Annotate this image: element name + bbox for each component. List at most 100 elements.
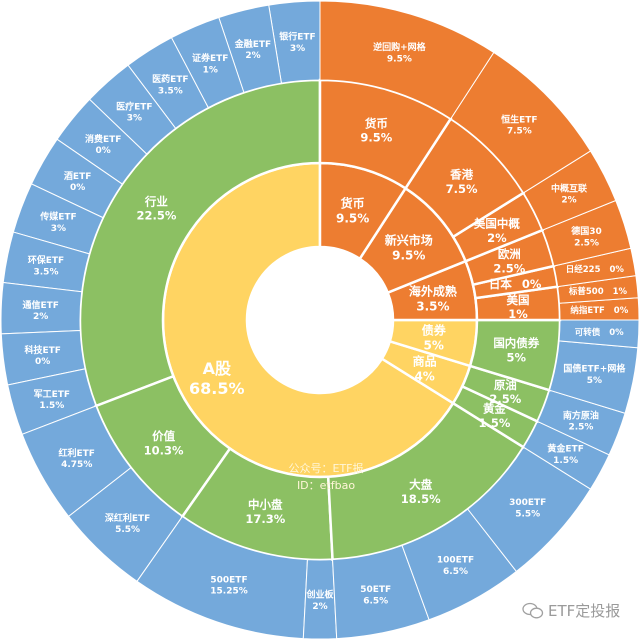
segment-level3 bbox=[0, 281, 83, 335]
segment-label: 标普500 1% bbox=[568, 286, 628, 297]
segment-value: 1.5% bbox=[39, 401, 64, 411]
segment-value: 3% bbox=[127, 114, 142, 124]
segment-label: 医药ETF 3.5% bbox=[152, 73, 188, 96]
segment-label: 科技ETF 0% bbox=[24, 344, 60, 367]
segment-label: 金融ETF 2% bbox=[234, 38, 271, 61]
segment-level3 bbox=[67, 467, 184, 583]
segment-level3 bbox=[557, 275, 639, 304]
segment-value: 22.5% bbox=[136, 209, 176, 223]
segment-value: 7.5% bbox=[507, 127, 532, 137]
segment-name: 原油 bbox=[494, 378, 517, 392]
segment-name: 恒生ETF bbox=[501, 113, 537, 125]
segment-label: 国内债券 5% bbox=[493, 336, 539, 364]
watermark: ETF定投报 bbox=[522, 600, 620, 621]
segment-level3 bbox=[548, 340, 639, 414]
segment-name: 500ETF bbox=[210, 575, 247, 585]
segment-name: 货币 bbox=[341, 195, 365, 210]
segment-name: 消费ETF bbox=[85, 133, 121, 145]
segment-label: 美国中概 2% bbox=[474, 217, 520, 245]
segment-name: 环保ETF bbox=[28, 254, 64, 266]
segment-label: 大盘 18.5% bbox=[401, 478, 441, 506]
segment-name: 香港 bbox=[449, 168, 473, 182]
segment-value: 9.5% bbox=[392, 248, 425, 262]
segment-value: 2.5% bbox=[489, 392, 521, 406]
segment-label: 恒生ETF 7.5% bbox=[501, 113, 537, 136]
segment-value: 0% bbox=[518, 277, 542, 291]
segment-name: 可转债 bbox=[575, 327, 601, 338]
segment-label: 500ETF 15.25% bbox=[210, 575, 248, 596]
segment-label: 香港 7.5% bbox=[446, 168, 478, 196]
segment-value: 7.5% bbox=[446, 182, 478, 196]
segment-name: 新兴市场 bbox=[385, 232, 433, 247]
segment-value: 2% bbox=[245, 51, 260, 61]
segment-name: 纳指ETF bbox=[570, 305, 605, 316]
segment-label: 医疗ETF 3% bbox=[116, 100, 152, 123]
segment-name: 通信ETF bbox=[22, 299, 58, 311]
segment-name: 100ETF bbox=[437, 556, 474, 566]
segment-label: 环保ETF 3.5% bbox=[28, 254, 64, 277]
segment-name: 日本 bbox=[489, 277, 512, 291]
segment-name: 商品 bbox=[413, 353, 437, 368]
segment-name: 美国 bbox=[507, 293, 530, 307]
segment-label: 海外成熟 3.5% bbox=[409, 284, 457, 314]
segment-label: 300ETF 5.5% bbox=[509, 498, 546, 519]
segment-label: 债券 5% bbox=[422, 323, 447, 353]
segment-value: 17.3% bbox=[245, 512, 285, 526]
segment-level3 bbox=[541, 199, 632, 267]
segment-name: 300ETF bbox=[509, 498, 546, 508]
segment-value: 5% bbox=[587, 376, 602, 386]
segment-value: 1% bbox=[508, 307, 528, 321]
segment-name: 红利ETF bbox=[59, 447, 95, 459]
segment-value: 5.5% bbox=[115, 525, 140, 535]
segment-value: 9.5% bbox=[336, 211, 369, 225]
segment-value: 68.5% bbox=[189, 379, 245, 398]
segment-value: 2.5% bbox=[574, 238, 599, 248]
segment-value: 3.5% bbox=[158, 86, 183, 96]
segment-value: 2% bbox=[33, 312, 48, 322]
segment-value: 2.5% bbox=[568, 423, 593, 433]
segment-name: 传媒ETF bbox=[39, 211, 76, 223]
segment-level3 bbox=[127, 37, 209, 130]
segment-value: 3% bbox=[290, 44, 305, 54]
segment-value: 15.25% bbox=[210, 587, 248, 597]
segment-name: 金融ETF bbox=[234, 38, 271, 50]
watermark-text: ETF定投报 bbox=[548, 602, 621, 620]
segment-label: 50ETF 6.5% bbox=[360, 585, 391, 606]
segment-level3 bbox=[302, 559, 338, 640]
segment-label: 国债ETF+网格 5% bbox=[563, 363, 626, 386]
segment-name: 货币 bbox=[364, 116, 388, 130]
segment-name: 深红利ETF bbox=[105, 512, 150, 524]
segment-name: 中概互联 bbox=[551, 182, 588, 194]
segment-value: 3.5% bbox=[416, 300, 449, 314]
wechat-icon bbox=[522, 602, 544, 618]
segment-label: 原油 2.5% bbox=[489, 378, 521, 406]
segment-value: 3% bbox=[51, 224, 66, 234]
segment-value: 3.5% bbox=[34, 267, 59, 277]
segment-label: 新兴市场 9.5% bbox=[385, 232, 433, 262]
segment-label: 货币 9.5% bbox=[360, 116, 392, 144]
segment-value: 0% bbox=[611, 306, 629, 316]
segment-value: 9.5% bbox=[360, 131, 392, 145]
segment-level3 bbox=[332, 544, 430, 640]
segment-value: 1.5% bbox=[553, 456, 578, 466]
segment-label: 日经225 0% bbox=[566, 264, 625, 275]
segment-level3 bbox=[88, 64, 177, 155]
segment-name: 德国30 bbox=[571, 225, 602, 237]
segment-value: 10.3% bbox=[144, 443, 184, 457]
segment-value: 2% bbox=[487, 231, 507, 245]
segment-value: 4% bbox=[414, 369, 434, 383]
segment-level3 bbox=[7, 368, 97, 435]
segment-name: 医疗ETF bbox=[116, 100, 152, 112]
segment-value: 2% bbox=[312, 602, 327, 612]
segment-name: 美国中概 bbox=[474, 217, 520, 231]
segment-label: 逆回购+网格 9.5% bbox=[373, 41, 427, 64]
segment-name: 日经225 bbox=[566, 264, 601, 275]
segment-label: 中概互联 2% bbox=[551, 182, 588, 205]
segment-label: 价值 10.3% bbox=[144, 429, 184, 457]
segment-label: 行业 22.5% bbox=[136, 194, 176, 222]
segment-label: 银行ETF 3% bbox=[279, 31, 315, 54]
segment-level3 bbox=[56, 98, 148, 185]
segment-label: 红利ETF 4.75% bbox=[59, 447, 95, 470]
center-hole bbox=[247, 247, 393, 393]
